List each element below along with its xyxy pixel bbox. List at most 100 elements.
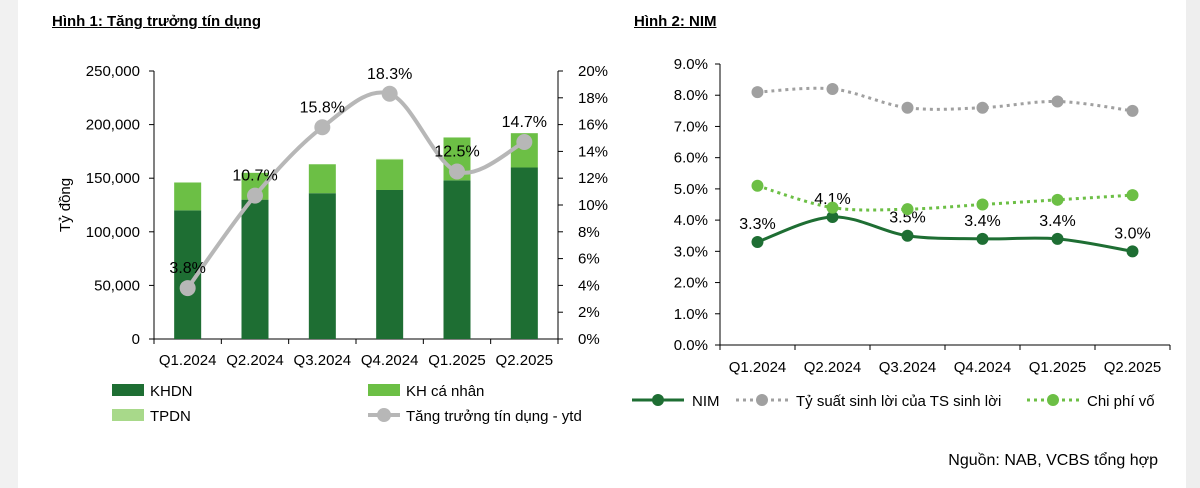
nim-data-label: 4.1% <box>814 191 850 208</box>
nim-data-label: 3.4% <box>1039 213 1075 230</box>
nim-data-label: 3.0% <box>1114 225 1150 242</box>
x-tick-label: Q4.2024 <box>361 352 419 369</box>
y-tick-label: 0.0% <box>674 337 708 354</box>
bar-khdn <box>443 180 471 339</box>
x-tick-label: Q1.2024 <box>159 352 217 369</box>
legend-label: TPDN <box>150 408 191 425</box>
bar-khdn <box>241 199 269 339</box>
y-tick-label: 5.0% <box>674 181 708 198</box>
y2-tick-label: 2% <box>578 304 600 321</box>
legend-label: KHDN <box>150 383 193 400</box>
growth-data-label: 12.5% <box>434 144 479 161</box>
growth-line <box>186 90 526 290</box>
series-line-tỷ-suất-sinh-lời-của-ts-sinh-lời <box>757 86 1133 113</box>
legend-label: Chi phí vố <box>1087 393 1155 410</box>
growth-point <box>179 280 196 297</box>
legend-marker <box>652 394 664 406</box>
bar-khdn <box>376 189 404 339</box>
x-tick-label: Q4.2024 <box>954 359 1012 376</box>
y2-tick-label: 12% <box>578 170 608 187</box>
bar-tpdn <box>376 158 404 160</box>
nim-data-label: 3.5% <box>889 210 925 227</box>
growth-point <box>381 85 398 102</box>
series-point-chi-phí-vốn <box>826 201 839 214</box>
credit-growth-chart: 250,000 200,000 150,000 100,000 50,000 0 20% 18… <box>57 63 608 425</box>
growth-data-label: 18.3% <box>367 66 412 83</box>
bar-khdn <box>510 167 538 339</box>
bar-khdn <box>308 193 336 339</box>
left-margin-strip <box>0 0 18 488</box>
bar-kh-cá-nhân <box>174 182 202 211</box>
x-tick-label: Q3.2024 <box>879 359 937 376</box>
nim-data-label: 3.4% <box>964 213 1000 230</box>
y2-tick-label: 20% <box>578 63 608 80</box>
y2-tick-label: 18% <box>578 90 608 107</box>
nim-data-label: 3.3% <box>739 216 775 233</box>
series-point-nim <box>1051 232 1064 245</box>
x-tick-label: Q2.2025 <box>1104 359 1162 376</box>
legend-swatch <box>368 384 400 396</box>
bar-kh-cá-nhân <box>308 164 336 194</box>
y-tick-label: 50,000 <box>94 277 140 294</box>
series-point-tỷ-suất-sinh-lời-của-ts-sinh-lời <box>1126 104 1139 117</box>
y-tick-label: 200,000 <box>86 117 140 134</box>
y-tick-label: 8.0% <box>674 87 708 104</box>
series-point-chi-phí-vốn <box>901 203 914 216</box>
series-point-chi-phí-vốn <box>1126 189 1139 202</box>
series-point-chi-phí-vốn <box>976 198 989 211</box>
y2-tick-label: 10% <box>578 197 608 214</box>
right-margin-strip <box>1186 0 1200 488</box>
y-tick-label: 2.0% <box>674 275 708 292</box>
x-tick-label: Q2.2024 <box>226 352 284 369</box>
legend-swatch <box>112 384 144 396</box>
y2-tick-label: 4% <box>578 277 600 294</box>
series-point-chi-phí-vốn <box>1051 193 1064 206</box>
growth-point <box>449 163 465 180</box>
nim-chart: 9.0% 8.0% 7.0% 6.0% 5.0% 4.0% 3.0% 2.0% 1.0% 0.0%… <box>632 56 1171 410</box>
y-tick-label: 150,000 <box>86 170 140 187</box>
y2-tick-label: 8% <box>578 224 600 241</box>
y-tick-label: 100,000 <box>86 224 140 241</box>
growth-point <box>516 134 533 151</box>
series-point-tỷ-suất-sinh-lời-của-ts-sinh-lời <box>1051 95 1064 108</box>
series-point-tỷ-suất-sinh-lời-của-ts-sinh-lời <box>901 101 914 114</box>
series-point-tỷ-suất-sinh-lời-của-ts-sinh-lời <box>751 86 764 99</box>
y-tick-label: 0 <box>132 331 140 348</box>
x-tick-label: Q1.2025 <box>428 352 486 369</box>
series-point-nim <box>751 235 764 248</box>
figure2-title: Hình 2: NIM <box>634 13 717 30</box>
legend-label: Tăng trưởng tín dụng - ytd <box>406 408 582 425</box>
y-axis-title: Tỷ đồng <box>57 178 74 232</box>
legend-label: Tỷ suất sinh lời của TS sinh lời <box>796 393 1001 410</box>
legend-marker <box>377 408 391 422</box>
y-tick-label: 9.0% <box>674 56 708 73</box>
x-tick-label: Q1.2024 <box>729 359 787 376</box>
legend-swatch <box>112 409 144 421</box>
series-point-tỷ-suất-sinh-lời-của-ts-sinh-lời <box>976 101 989 114</box>
series-line-chi-phí-vốn <box>757 184 1133 212</box>
series-line-nim <box>757 215 1133 253</box>
y2-tick-label: 16% <box>578 117 608 134</box>
series-point-nim <box>976 232 989 245</box>
x-tick-label: Q2.2024 <box>804 359 862 376</box>
series-point-tỷ-suất-sinh-lời-của-ts-sinh-lời <box>826 82 839 95</box>
figure1-title: Hình 1: Tăng trưởng tín dụng <box>52 13 261 30</box>
series-point-nim <box>1126 245 1139 258</box>
growth-point <box>247 187 263 204</box>
x-tick-label: Q1.2025 <box>1029 359 1087 376</box>
y2-tick-label: 0% <box>578 331 600 348</box>
growth-data-label: 15.8% <box>300 99 345 116</box>
series-point-nim <box>826 210 839 223</box>
bar-kh-cá-nhân <box>376 159 404 190</box>
growth-point <box>314 119 331 136</box>
legend-marker <box>1047 394 1059 406</box>
source-note: Nguồn: NAB, VCBS tổng hợp <box>948 452 1158 469</box>
y-tick-label: 7.0% <box>674 118 708 135</box>
series-point-chi-phí-vốn <box>751 179 764 192</box>
legend-label: NIM <box>692 393 720 410</box>
series-point-nim <box>901 229 914 242</box>
y-tick-label: 4.0% <box>674 212 708 229</box>
growth-data-label: 10.7% <box>232 168 277 185</box>
growth-data-label: 14.7% <box>502 114 547 131</box>
legend-label: KH cá nhân <box>406 383 484 400</box>
